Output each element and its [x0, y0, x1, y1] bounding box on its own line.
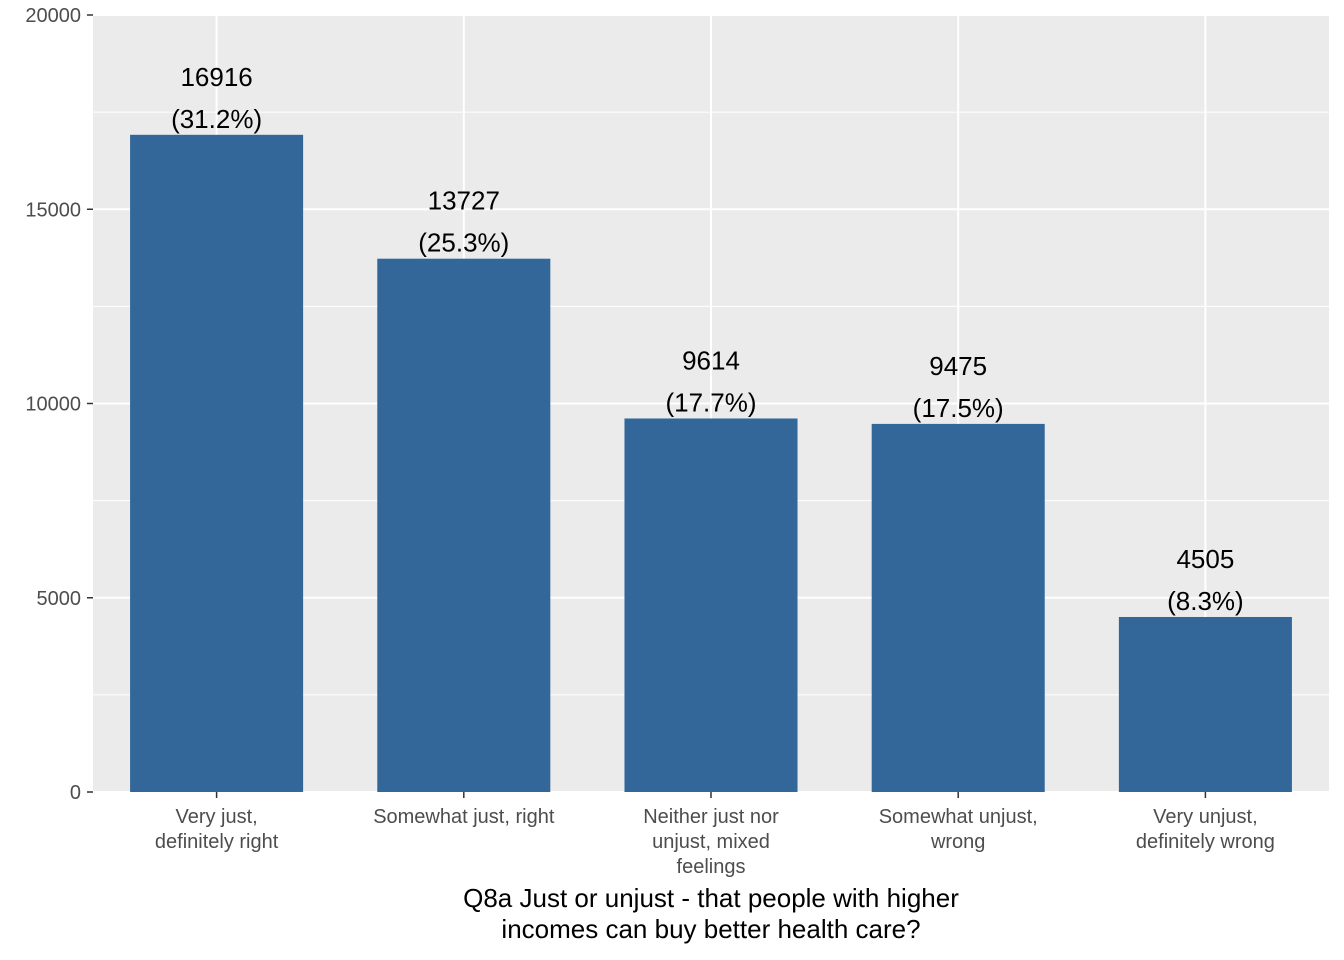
- bar: [377, 258, 551, 792]
- y-tick-label: 20000: [25, 5, 81, 27]
- x-tick-label-line: Very just,: [175, 806, 257, 828]
- x-axis: Very just, definitely right Somewhat just,…: [155, 792, 1275, 878]
- bar-percent-label: (17.5%): [913, 393, 1004, 423]
- x-tick-label: Neither just nor unjust, mixed feelings: [643, 806, 779, 878]
- bar-value-label: 4505: [1176, 544, 1234, 574]
- x-tick-label-line: Very unjust,: [1153, 806, 1258, 828]
- x-tick-label-line: unjust, mixed: [652, 831, 770, 853]
- x-axis-title: Q8a Just or unjust - that people with hi…: [463, 883, 959, 944]
- y-tick-label: 5000: [37, 588, 82, 610]
- bar-percent-label: (8.3%): [1167, 586, 1244, 616]
- bar-value-label: 16916: [180, 62, 252, 92]
- bar-value-label: 13727: [428, 186, 500, 216]
- x-tick-label-line: feelings: [677, 856, 746, 878]
- x-axis-title-line: Q8a Just or unjust - that people with hi…: [463, 883, 959, 913]
- x-tick-label-line: wrong: [930, 831, 985, 853]
- bar-percent-label: (17.7%): [665, 387, 756, 417]
- bar-percent-label: (25.3%): [418, 228, 509, 258]
- x-tick-label-line: definitely right: [155, 831, 279, 853]
- bar-percent-label: (31.2%): [171, 104, 262, 134]
- bar: [624, 418, 798, 792]
- bar: [1118, 616, 1292, 792]
- x-tick-label-line: Somewhat just, right: [373, 806, 555, 828]
- x-tick-label: Somewhat unjust, wrong: [879, 806, 1038, 853]
- data-labels: 16916 (31.2%) 13727 (25.3%) 9614 (17.7%) 9475 (…: [171, 62, 1244, 616]
- bar: [871, 423, 1045, 792]
- y-tick-label: 15000: [25, 199, 81, 221]
- y-tick-label: 10000: [25, 394, 81, 416]
- x-tick-label-line: Neither just nor: [643, 806, 779, 828]
- x-tick-label: Somewhat just, right: [373, 806, 555, 828]
- x-axis-title-line: incomes can buy better health care?: [501, 914, 920, 944]
- y-axis: 0 5000 10000 15000 20000: [25, 5, 93, 804]
- bar-value-label: 9475: [929, 351, 987, 381]
- y-tick-label: 0: [70, 782, 81, 804]
- x-tick-label: Very just, definitely right: [155, 806, 279, 853]
- x-tick-label: Very unjust, definitely wrong: [1136, 806, 1275, 853]
- bar-value-label: 9614: [682, 345, 740, 375]
- bar: [130, 134, 304, 792]
- bars: [130, 134, 1292, 792]
- x-tick-label-line: Somewhat unjust,: [879, 806, 1038, 828]
- x-tick-label-line: definitely wrong: [1136, 831, 1275, 853]
